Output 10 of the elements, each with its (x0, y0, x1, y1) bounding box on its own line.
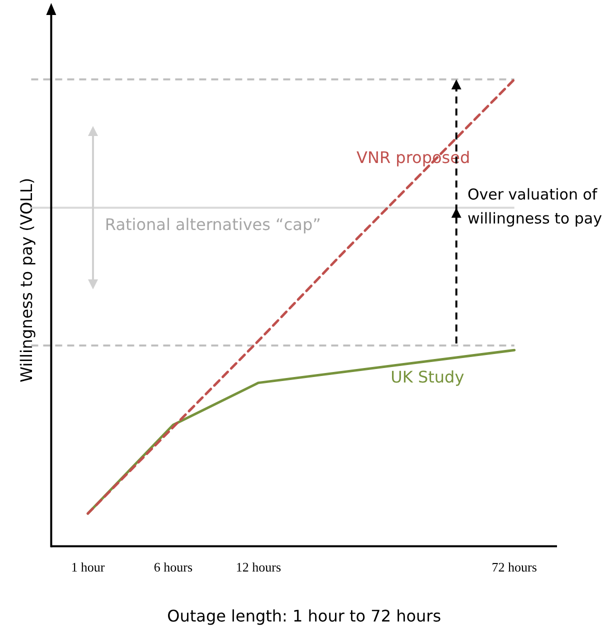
annotation: Over valuation of willingness to pay (467, 186, 602, 228)
series-label: UK Study (390, 367, 464, 386)
series-label: VNR proposed (356, 148, 470, 167)
y-axis-title: Willingness to pay (VOLL) (16, 178, 36, 382)
x-axis-title: Outage length: 1 hour to 72 hours (167, 606, 442, 626)
x-tick-label: 12 hours (236, 559, 282, 574)
x-tick-label: 1 hour (71, 559, 106, 574)
x-tick-label: 72 hours (492, 559, 537, 574)
x-tick-label: 6 hours (154, 559, 192, 574)
ref-line-label: Rational alternatives “cap” (104, 214, 321, 234)
